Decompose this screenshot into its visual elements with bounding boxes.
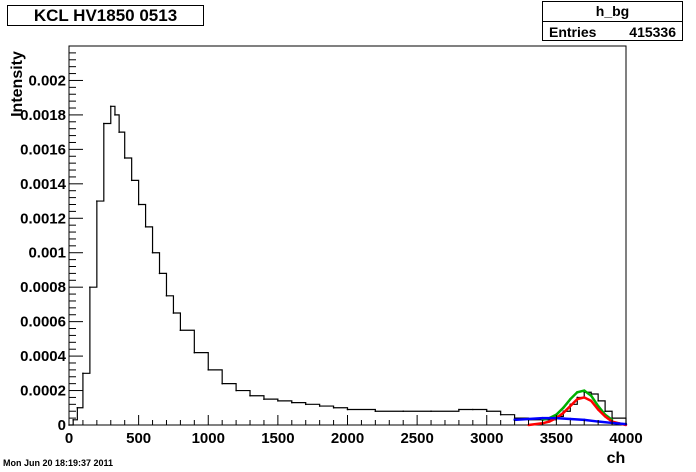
chart-title: KCL HV1850 0513 [7,5,204,26]
y-tick-label: 0.0016 [20,141,66,158]
histogram-point [109,105,112,108]
x-tick-label: 500 [126,430,151,447]
histogram-name: h_bg [543,2,682,22]
y-tick-label: 0.0008 [20,279,66,296]
peak-fit-point [569,404,572,408]
entries-label: Entries [549,24,597,40]
histogram-point [374,410,377,413]
peak-fit-point [589,399,593,403]
background-fit-point [513,418,516,422]
background-fit-point [569,417,572,421]
histogram-point [304,403,307,406]
y-tick-label: 0.0012 [20,210,66,227]
y-tick-label: 0.0006 [20,314,66,331]
histogram-point [103,122,105,125]
y-tick-label: 0.001 [28,245,66,262]
histogram-point [207,369,210,371]
y-tick-label: 0.0018 [20,107,66,124]
histogram-point [72,419,74,421]
histogram-point [76,406,79,409]
peak-fit-point [562,411,565,415]
histogram-point [158,272,161,275]
histogram-point [402,410,405,413]
histogram-point [499,413,502,416]
x-tick-label: 2000 [331,430,364,447]
histogram-point [96,200,98,202]
histogram-point [193,351,196,354]
x-tick-label: 1500 [261,430,294,447]
timestamp: Mon Jun 20 18:19:37 2011 [3,458,114,468]
peak-fit-point [596,408,600,411]
total-fit-point [562,406,565,409]
histogram-point [458,408,460,411]
histogram-point [485,410,488,413]
series-layer [68,105,628,427]
histogram-point [235,389,237,392]
entries-row: Entries 415336 [543,22,682,42]
histogram-point [130,179,133,182]
histogram-point [221,382,223,385]
y-tick-label: 0.0014 [20,176,67,193]
histogram-point [346,408,349,411]
x-axis-title: ch [607,450,626,467]
histogram-point [513,417,516,419]
histogram-point [114,114,116,116]
stats-box: h_bg Entries 415336 [542,1,683,41]
x-tick-label: 1000 [192,430,225,447]
histogram-point [604,410,606,413]
histogram-point [165,294,168,297]
y-axis-title: Intensity [9,51,26,117]
histogram-point [277,400,279,402]
histogram-point [144,226,147,228]
histogram-point [263,398,265,400]
peak-fit-point [603,415,607,418]
ticks-layer: 0 500 1000 1500 2000 2500 3000 3500 4000 0 0.0002 0… [20,52,643,447]
total-fit-point [569,397,572,401]
histogram-point [249,394,251,397]
histogram-point [172,312,175,314]
peak-fit-curve [528,396,627,427]
background-fit-point [541,416,544,420]
x-tick-label: 3500 [540,430,573,447]
total-fit-point [583,389,586,392]
histogram-series [69,105,627,426]
histogram-point [291,401,293,404]
x-tick-label: 3000 [470,430,503,447]
total-fit-point [589,394,593,397]
peak-fit-point [576,397,579,401]
x-tick-label: 2500 [400,430,433,447]
histogram-point [151,251,154,254]
histogram-point [137,203,140,206]
y-tick-label: 0.0004 [20,348,67,365]
histogram-point [318,405,321,407]
peak-fit-point [583,396,586,399]
histogram-point [332,406,335,409]
x-tick-label: 0 [65,430,73,447]
total-fit-curve [542,389,613,422]
y-tick-label: 0.0002 [20,383,66,400]
histogram-point [82,372,84,375]
histogram-point [430,410,432,413]
y-tick-label: 0 [58,417,66,434]
histogram-point [179,329,182,332]
peak-fit-point [548,420,551,423]
histogram-point [118,131,120,133]
y-tick-label: 0.002 [28,72,66,89]
histogram-point [89,286,91,288]
background-fit-point [583,418,586,422]
histogram-point [123,157,126,159]
entries-value: 415336 [629,24,676,40]
histogram-point [597,400,599,402]
total-fit-point [596,404,600,408]
total-fit-point [576,391,579,394]
x-tick-label: 4000 [609,430,642,447]
histogram-point [472,408,474,411]
background-fit-point [527,417,530,421]
total-fit-point [555,413,558,416]
